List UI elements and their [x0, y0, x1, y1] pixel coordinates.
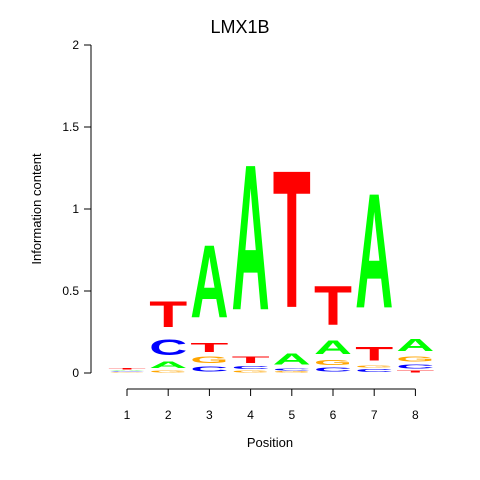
- logo-letter-a: A: [232, 123, 270, 355]
- x-tick-label: 1: [124, 408, 131, 422]
- y-tick-label: 0.5: [62, 284, 79, 298]
- x-tick-label: 7: [371, 408, 378, 422]
- x-tick-label: 4: [247, 408, 254, 422]
- logo-letter-g: G: [232, 370, 270, 373]
- logo-letter-a: A: [314, 337, 352, 358]
- y-axis: 0 0.5 1 1.5 2: [62, 38, 91, 380]
- logo-letter-a: A: [190, 224, 228, 340]
- logo-letter-a: A: [355, 159, 393, 342]
- logo-letter-g: G: [314, 358, 352, 366]
- logo-letter-a: A: [396, 335, 434, 355]
- x-tick-label: 3: [206, 408, 213, 422]
- logo-letter-c: C: [355, 368, 393, 373]
- logo-letter-g: G: [355, 365, 393, 368]
- logo-letter-g: G: [273, 371, 311, 373]
- logo-letter-t: T: [355, 343, 393, 365]
- logo-letter-a: A: [273, 350, 311, 368]
- logo-letter-t: T: [273, 129, 311, 349]
- logo-letter-g: G: [108, 372, 146, 373]
- logo-letter-c: C: [273, 368, 311, 371]
- y-tick-label: 2: [72, 38, 79, 52]
- y-tick-label: 1.5: [62, 120, 79, 134]
- logo-letter-c: C: [108, 371, 146, 372]
- logo-letter-g: G: [149, 370, 187, 373]
- y-tick-label: 0: [72, 366, 79, 380]
- logo-letter-a: A: [149, 360, 187, 370]
- x-tick-label: 6: [330, 408, 337, 422]
- chart-title: LMX1B: [210, 17, 269, 37]
- x-axis-title: Position: [247, 435, 293, 450]
- logo-letter-c: C: [190, 365, 228, 373]
- logo-letter-t: T: [232, 355, 270, 365]
- logo-letter-g: G: [190, 355, 228, 365]
- x-tick-label: 2: [165, 408, 172, 422]
- logo-letter-c: C: [314, 366, 352, 373]
- logo-letter-t: T: [149, 294, 187, 335]
- logo-letter-a: A: [108, 370, 146, 371]
- logo-letter-t: T: [396, 370, 434, 373]
- logo-letter-t: T: [314, 275, 352, 337]
- y-axis-title: Information content: [29, 153, 44, 265]
- x-tick-label: 5: [288, 408, 295, 422]
- logo-letter-t: T: [108, 368, 146, 370]
- x-tick-label: 8: [412, 408, 419, 422]
- logo-letter-c: C: [396, 363, 434, 370]
- logo-letter-c: C: [232, 365, 270, 370]
- logo-letter-c: C: [149, 335, 187, 360]
- x-axis: 1 2 3 4 5 6 7 8: [124, 389, 419, 422]
- logo-letter-g: G: [396, 355, 434, 363]
- y-tick-label: 1: [72, 202, 79, 216]
- logo-letter-t: T: [190, 340, 228, 355]
